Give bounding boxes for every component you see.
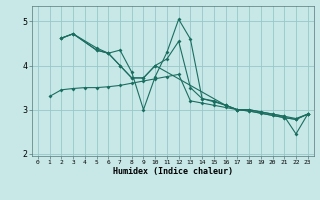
X-axis label: Humidex (Indice chaleur): Humidex (Indice chaleur) xyxy=(113,167,233,176)
